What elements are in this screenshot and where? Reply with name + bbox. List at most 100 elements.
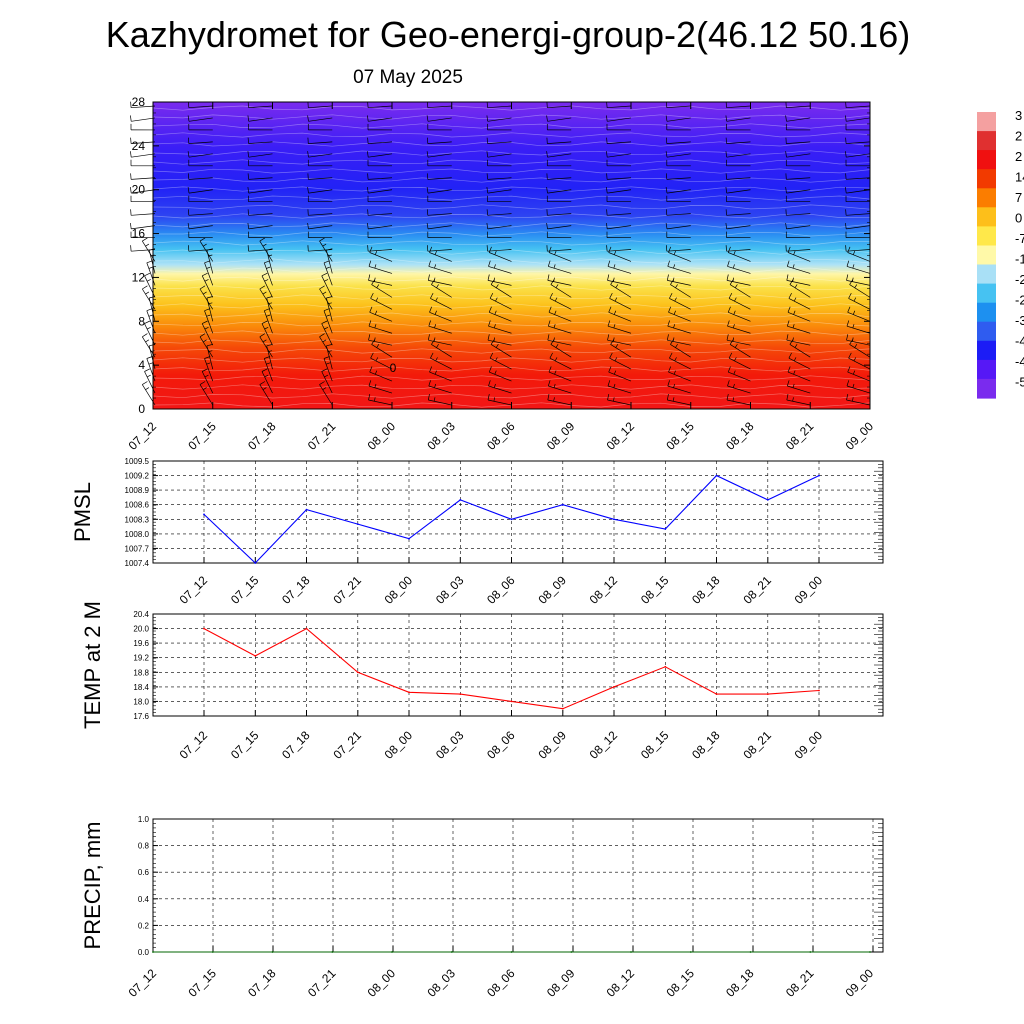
wind-barb [368,274,393,286]
wind-barb [608,366,632,382]
wind-barb [247,245,273,252]
wind-barb [187,115,213,122]
wind-barb [130,173,156,180]
wind-barb [130,101,156,109]
wind-barb [188,159,213,167]
wind-barb [607,394,632,406]
contour-line [152,186,871,192]
cross-section-y-axis: 0 4 8 12 16 20 24 28 [132,95,870,416]
data-point [254,655,257,657]
wind-barb [606,159,631,167]
wind-barb [607,334,632,346]
y-tick-label: 0.2 [138,921,150,930]
colorbar-label: -4 [1015,354,1024,369]
wind-barb [487,123,512,131]
data-point [203,627,205,630]
wind-barb [785,231,811,238]
wind-barb [727,306,751,322]
wind-barb [787,246,811,262]
wind-barb [726,159,751,167]
contour-line [152,375,871,381]
x-tick-label: 08_21 [783,419,817,453]
wind-barb [846,274,871,286]
x-tick-label: 08_12 [604,966,638,1000]
wind-barb [427,101,452,109]
wind-barb [607,260,632,274]
colorbar-label: 2 [1015,149,1022,164]
data-point [715,693,718,695]
x-tick-label: 08_18 [689,573,723,607]
temp-panel: 17.6 18.0 18.4 18.8 19.2 19.6 20.0 20.4 07_12 07_… [80,601,884,762]
wind-barb [368,394,393,406]
wind-barb [321,368,333,394]
colorbar-label: -5 [1015,375,1024,390]
wind-barb [426,115,452,122]
wind-barb [845,159,870,167]
contour-line [152,222,871,228]
wind-barb [261,272,273,298]
wind-barb [486,137,512,144]
wind-barb [188,101,213,109]
wind-barb [786,334,811,346]
wind-barb [247,209,273,216]
x-tick-label: 08_18 [723,966,757,1000]
wind-barb [429,366,452,382]
wind-barb [546,159,572,167]
wind-barb [367,101,393,109]
contour-line [152,393,871,399]
wind-barb [610,339,632,358]
data-point [510,951,513,953]
wind-barb [247,137,273,144]
wind-barb [248,123,273,131]
wind-barb [130,137,156,144]
wind-barb [606,231,632,238]
x-tick-label: 08_15 [663,966,697,1000]
contour-line [152,303,871,309]
y-tick-label: 1008.6 [125,501,150,510]
wind-barb [146,260,156,286]
wind-barb [204,260,214,286]
wind-barb [368,380,393,394]
wind-barb [486,209,512,216]
wind-barb [547,394,572,406]
wind-barb [726,123,751,131]
x-tick-label: 08_18 [689,728,723,762]
wind-barb [546,101,572,109]
wind-barb [845,209,871,216]
wind-barb [787,366,811,382]
wind-barb [729,279,751,298]
wind-barb [786,394,811,406]
wind-barb [427,274,452,286]
wind-barb [426,187,452,194]
wind-barb [549,352,572,370]
data-point [689,951,692,953]
wind-barb [845,245,871,252]
wind-barb [846,320,871,334]
wind-barb [319,285,333,310]
wind-barb [606,173,632,180]
contour-label: 0 [390,361,397,375]
wind-barb [727,380,751,394]
x-tick-label: 07_21 [305,966,339,1000]
y-tick-label: 0.4 [138,895,150,904]
colorbar-label: 0 [1015,211,1022,226]
contour-line [152,258,871,264]
wind-barb [609,292,632,310]
y-tick-label: 1008.3 [125,515,150,524]
wind-barb [323,260,333,286]
x-tick-label: 07_15 [185,419,219,453]
colorbar-swatch [977,321,996,342]
wind-barb [368,334,393,346]
wind-barb [130,159,155,167]
wind-barb [788,292,811,310]
wind-barb [785,159,811,167]
wind-barb [486,222,512,230]
x-tick-label: 08_09 [535,728,569,762]
y-tick-label: 18.4 [133,683,149,692]
contour-line [152,366,871,372]
data-point [356,671,359,674]
wind-barb [668,246,691,262]
precip-panel: 0.0 0.2 0.4 0.6 0.8 1.0 07_12 07_15 07_18 07_21 08… [80,815,884,1000]
data-point [510,518,513,521]
wind-barb [666,231,691,238]
